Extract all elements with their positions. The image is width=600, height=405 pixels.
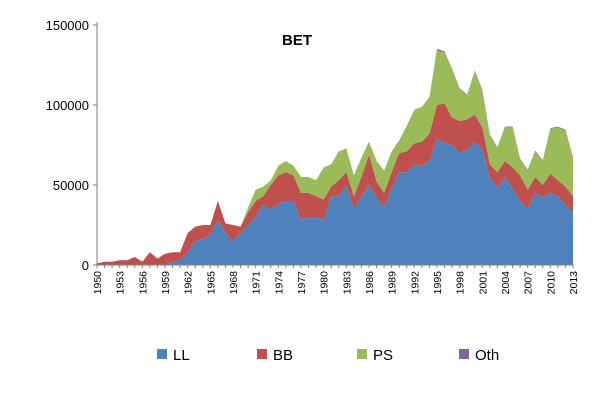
legend-item-oth: Oth [459,347,499,364]
x-tick-label: 2004 [500,271,512,295]
y-tick-label: 150000 [46,18,89,33]
legend-label: LL [173,347,190,364]
y-tick-label: 50000 [53,178,89,193]
x-tick-label: 1959 [160,271,172,295]
area-series-ps [97,50,573,264]
x-tick-label: 1995 [432,271,444,295]
x-tick-label: 1986 [364,271,376,295]
x-tick-label: 1992 [409,271,421,295]
x-tick-label: 1968 [228,271,240,295]
x-tick-label: 2007 [523,271,535,295]
chart-legend: LL BB PS Oth [157,347,499,364]
legend-label: PS [373,347,393,364]
y-tick-label: 0 [82,258,89,273]
x-tick-label: 2010 [545,271,557,295]
legend-swatch [459,349,469,359]
x-tick-label: 2013 [568,271,580,295]
x-tick-label: 1950 [92,271,104,295]
legend-label: BB [273,347,293,364]
y-tick-labels: 0 50000 100000 150000 [46,18,89,273]
x-tick-label: 1962 [183,271,195,295]
legend-swatch [157,349,167,359]
legend-swatch [257,349,267,359]
x-tick-label: 1956 [137,271,149,295]
legend-label: Oth [475,347,499,364]
legend-item-ll: LL [157,347,190,364]
x-tick-label: 1965 [205,271,217,295]
x-tick-label: 1998 [455,271,467,295]
legend-item-ps: PS [357,347,393,364]
x-tick-label: 1983 [341,271,353,295]
y-tick-label: 100000 [46,98,89,113]
x-tick-label: 2001 [477,271,489,295]
area-series-ll [97,138,573,265]
x-tick-label: 1971 [251,271,263,295]
axes-group [93,22,574,268]
x-tick-label: 1989 [387,271,399,295]
x-tick-label: 1980 [319,271,331,295]
area-series-group [97,49,573,266]
x-tick-label: 1953 [115,271,127,295]
legend-swatch [357,349,367,359]
legend-item-bb: BB [257,347,293,364]
x-tick-labels: 1950 1953 1956 1959 1962 1965 1968 1971 1974 1977… [92,271,580,295]
x-tick-label: 1974 [273,271,285,295]
x-tick-label: 1977 [296,271,308,295]
chart-title: BET [282,32,312,49]
area-series-bb [97,103,573,266]
